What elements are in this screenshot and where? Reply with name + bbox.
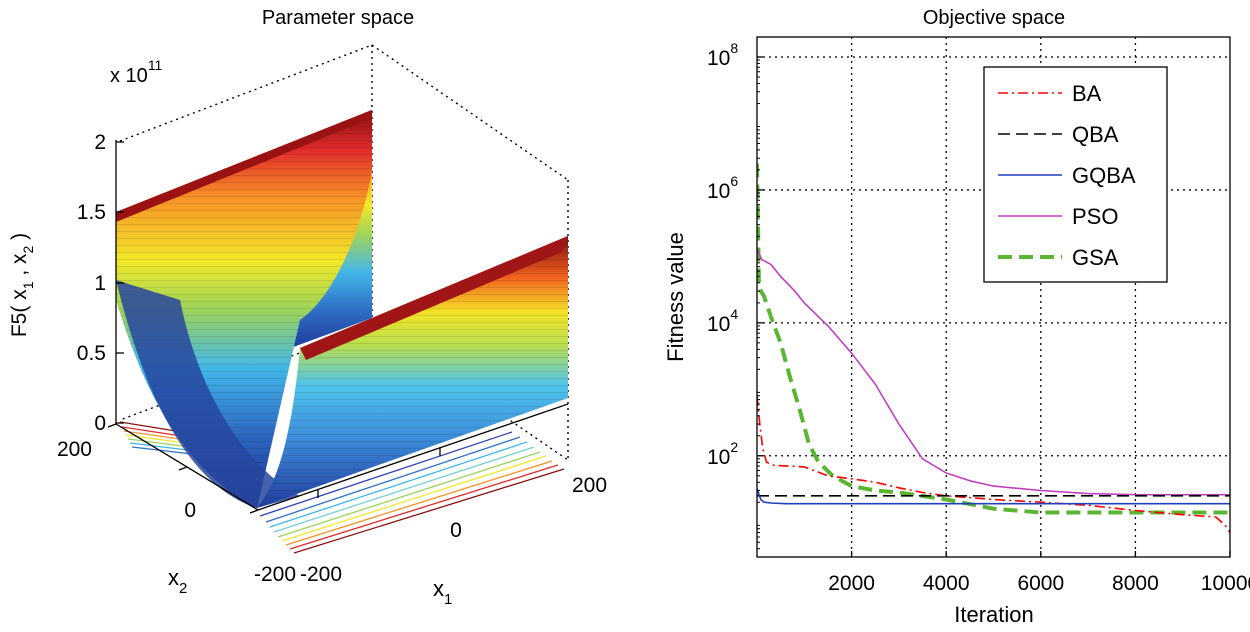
surface-valley <box>116 280 300 508</box>
x-tick-200: 200 <box>572 474 607 497</box>
legend-label-qba: QBA <box>1072 122 1119 147</box>
y-tick-label-1e8: 108 <box>707 40 738 70</box>
contour-back <box>119 421 219 458</box>
contour-front <box>259 431 565 554</box>
grid <box>757 37 1230 557</box>
z-tick-0: 0 <box>94 412 106 435</box>
legend-label-ba: BA <box>1072 81 1102 106</box>
legend: BA QBA GQBA PSO GSA <box>983 66 1168 283</box>
z-multiplier: x 1011 <box>110 57 163 87</box>
y-tick-neg200: -200 <box>254 563 296 586</box>
z-axis-label: F5( x1 , x2 ) <box>8 233 36 337</box>
x-tick-label-10000: 10000 <box>1201 572 1250 595</box>
y-tick-0: 0 <box>184 499 196 522</box>
x-tick-label-8000: 8000 <box>1112 572 1159 595</box>
series-line-pso <box>757 248 1230 496</box>
y-tick-label-1e4: 104 <box>707 306 738 336</box>
y-tick-label-1e6: 106 <box>707 173 738 203</box>
plot-frame <box>756 36 1231 558</box>
surface-title: Parameter space <box>262 7 414 29</box>
y-tick-200: 200 <box>57 438 92 461</box>
y-tick-label-1e2: 102 <box>707 439 738 469</box>
x-axis-label: x1 <box>433 576 452 608</box>
y-axis-label: x2 <box>168 565 187 597</box>
convergence-xlabel: Iteration <box>954 602 1034 627</box>
legend-label-gsa: GSA <box>1072 245 1119 270</box>
x-tick-0: 0 <box>450 519 462 542</box>
surface-right-edge <box>300 236 568 360</box>
surface-left-edge <box>116 110 372 222</box>
z-ticks <box>116 141 124 424</box>
z-tick-1: 0.5 <box>77 342 106 365</box>
surface-plot: Parameter space <box>8 7 607 608</box>
x-tick-label-6000: 6000 <box>1017 572 1064 595</box>
z-tick-2: 1 <box>94 272 106 295</box>
series-lines <box>757 163 1230 533</box>
legend-label-gqba: GQBA <box>1072 163 1136 188</box>
convergence-ylabel: Fitness value <box>663 232 688 362</box>
series-line-gqba <box>757 488 1230 505</box>
x-axis <box>257 403 569 511</box>
series-line-gsa <box>757 163 1230 515</box>
x-tick-label-2000: 2000 <box>828 572 875 595</box>
x-tick-label-4000: 4000 <box>923 572 970 595</box>
series-line-ba <box>757 395 1230 533</box>
convergence-title: Objective space <box>923 7 1065 29</box>
x-tick-neg200: -200 <box>300 563 342 586</box>
z-tick-3: 1.5 <box>77 201 106 224</box>
axis-ticks: 2000 4000 6000 8000 10000 102 104 106 108 <box>707 36 1250 595</box>
legend-label-pso: PSO <box>1072 204 1118 229</box>
z-tick-4: 2 <box>94 131 106 154</box>
convergence-plot: Objective space 2000 4000 6000 8000 10000 102… <box>663 7 1250 627</box>
